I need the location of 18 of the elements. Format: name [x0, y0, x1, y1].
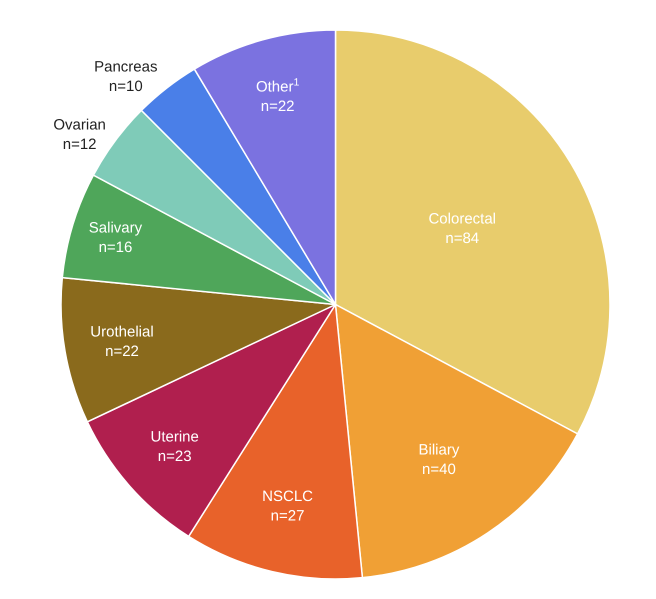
- data-label: n=22: [105, 342, 139, 360]
- slice-label: Other$^{1}$: [256, 76, 300, 96]
- slice-label: Uterine: [150, 428, 199, 446]
- slice-label: Salivary: [88, 220, 143, 237]
- slice-label: Pancreas: [94, 58, 158, 76]
- data-label: n=23: [158, 448, 192, 465]
- slice-label: Colorectal: [428, 210, 496, 228]
- slice-label: NSCLC: [262, 488, 314, 505]
- data-label: n=12: [62, 136, 97, 153]
- data-label: n=40: [422, 460, 456, 478]
- data-label: n=10: [108, 78, 143, 96]
- data-label: n=16: [98, 239, 132, 256]
- slice-label: Urothelial: [90, 323, 154, 340]
- slice-label: Ovarian: [53, 116, 106, 134]
- data-label: n=22: [260, 98, 295, 116]
- data-label: n=84: [445, 230, 480, 247]
- slice-label: Biliary: [418, 441, 460, 458]
- data-label: n=27: [270, 507, 304, 524]
